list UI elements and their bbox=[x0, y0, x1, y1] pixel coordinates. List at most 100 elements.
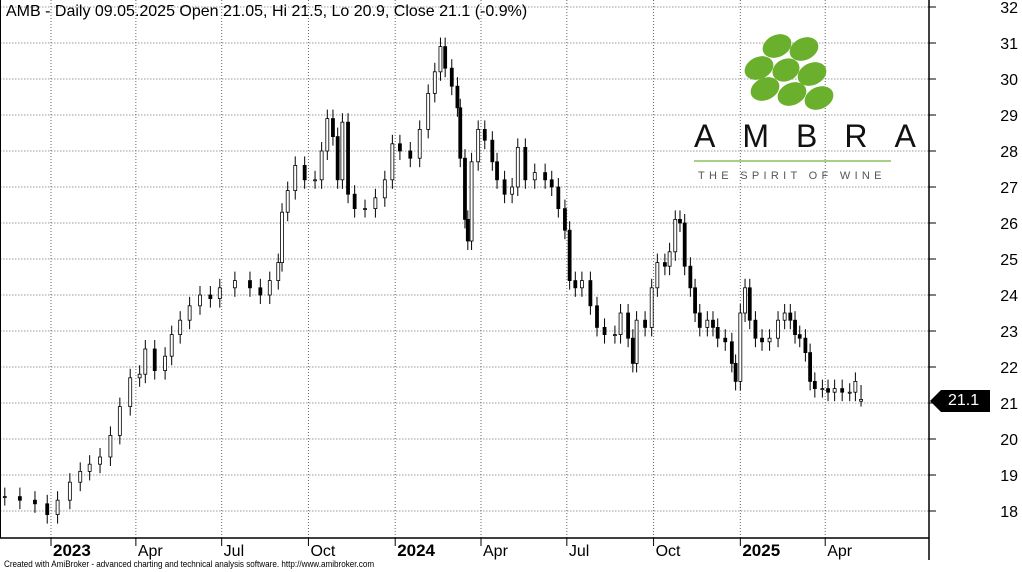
candle-body bbox=[285, 190, 290, 213]
candle-body bbox=[678, 218, 682, 224]
y-tick-label: 22 bbox=[1000, 360, 1018, 377]
candle-body bbox=[803, 337, 808, 354]
candle-body bbox=[523, 146, 528, 181]
x-tick-label: 2024 bbox=[397, 541, 435, 560]
candle-body bbox=[417, 128, 422, 159]
candle-body bbox=[853, 380, 858, 393]
x-tick-label: Oct bbox=[656, 543, 681, 560]
candle-body bbox=[390, 143, 395, 181]
x-tick-label: 2023 bbox=[53, 541, 91, 560]
x-tick-label: Apr bbox=[138, 543, 164, 560]
last-price-value: 21.1 bbox=[948, 392, 980, 409]
candle-body bbox=[502, 179, 507, 195]
candle-body bbox=[495, 161, 499, 181]
candle-body bbox=[408, 150, 413, 159]
y-tick-label: 24 bbox=[1000, 288, 1018, 305]
candle-body bbox=[458, 107, 463, 159]
candle-body bbox=[98, 456, 102, 465]
candle-body bbox=[662, 262, 667, 267]
candle-body bbox=[443, 46, 448, 69]
x-tick-label: 2025 bbox=[742, 541, 780, 560]
candle-body bbox=[137, 373, 142, 379]
candle-body bbox=[613, 334, 617, 337]
candle-body bbox=[449, 67, 454, 87]
candle-body bbox=[715, 326, 720, 339]
candle-body bbox=[276, 262, 281, 282]
candle-body bbox=[335, 136, 340, 181]
candle-body bbox=[178, 319, 183, 336]
candle-body bbox=[729, 341, 734, 364]
candle-body bbox=[673, 218, 678, 253]
candle-body bbox=[169, 334, 174, 357]
candle-body bbox=[682, 222, 687, 267]
candle-body bbox=[346, 121, 350, 195]
candle-body bbox=[248, 280, 252, 289]
candle-body bbox=[812, 380, 817, 389]
footer-credit: Created with AmiBroker - advanced charti… bbox=[4, 559, 375, 569]
candle-body bbox=[108, 434, 113, 458]
candle-body bbox=[776, 319, 780, 339]
candle-body bbox=[573, 280, 578, 289]
logo-wordmark: AMBRA bbox=[694, 118, 943, 154]
candle-body bbox=[782, 312, 787, 321]
candle-body bbox=[567, 229, 572, 281]
x-tick-label: Jul bbox=[569, 543, 589, 560]
candle-body bbox=[543, 172, 548, 181]
candle-body bbox=[17, 496, 22, 501]
candle-body bbox=[117, 406, 122, 436]
candle-body bbox=[45, 503, 50, 515]
last-price-tag: 21.1 bbox=[930, 390, 990, 412]
candle-body bbox=[655, 262, 660, 289]
candle-body bbox=[198, 294, 202, 307]
candle-body bbox=[152, 348, 157, 372]
candle-body bbox=[465, 218, 470, 242]
chart-title: AMB - Daily 09.05.2025 Open 21.05, Hi 21… bbox=[6, 3, 528, 20]
x-tick-label: Oct bbox=[310, 543, 335, 560]
candle-body bbox=[55, 499, 60, 516]
candle-body bbox=[595, 305, 599, 328]
candle-body bbox=[128, 377, 133, 407]
y-tick-label: 27 bbox=[1000, 180, 1018, 197]
candle-body bbox=[469, 161, 474, 242]
candle-body bbox=[302, 164, 307, 181]
candle-body bbox=[688, 265, 693, 289]
candle-body bbox=[482, 128, 487, 141]
candle-body bbox=[630, 337, 635, 364]
candle-body bbox=[217, 287, 222, 299]
grapes-icon bbox=[744, 34, 834, 110]
candle-body bbox=[840, 388, 845, 393]
candle-body bbox=[738, 312, 743, 382]
candle-body bbox=[2, 496, 7, 499]
y-tick-label: 29 bbox=[1000, 108, 1018, 125]
candle-body bbox=[747, 287, 752, 321]
candle-body bbox=[232, 280, 237, 289]
candle-body bbox=[832, 388, 837, 393]
candle-body bbox=[693, 287, 697, 314]
ambra-logo: AMBRA THE SPIRIT OF WINE bbox=[690, 28, 916, 188]
candle-body bbox=[426, 93, 431, 130]
candle-body bbox=[760, 337, 764, 343]
candle-body bbox=[556, 186, 561, 210]
y-tick-label: 31 bbox=[1000, 36, 1018, 53]
logo-divider bbox=[694, 160, 891, 162]
candle-body bbox=[532, 172, 537, 181]
y-tick-label: 26 bbox=[1000, 216, 1018, 233]
candle-body bbox=[280, 211, 284, 263]
candle-body bbox=[432, 71, 437, 94]
candle-body bbox=[208, 294, 213, 299]
candle-body bbox=[325, 118, 330, 152]
x-tick-label: Apr bbox=[483, 543, 509, 560]
candle-body bbox=[753, 319, 758, 339]
candle-body bbox=[382, 179, 387, 199]
y-axis: 18 19 20 21 22 23 24 25 26 27 28 29 30 31 32 bbox=[929, 0, 1018, 521]
candle-body bbox=[293, 164, 298, 191]
candle-body bbox=[697, 312, 702, 328]
candlestick-series bbox=[2, 37, 863, 524]
candle-body bbox=[340, 121, 345, 181]
candle-body bbox=[258, 287, 263, 296]
candle-body bbox=[797, 334, 802, 339]
candle-body bbox=[463, 157, 467, 220]
candle-body bbox=[563, 208, 567, 231]
candle-body bbox=[78, 470, 83, 483]
candle-body bbox=[33, 499, 37, 505]
